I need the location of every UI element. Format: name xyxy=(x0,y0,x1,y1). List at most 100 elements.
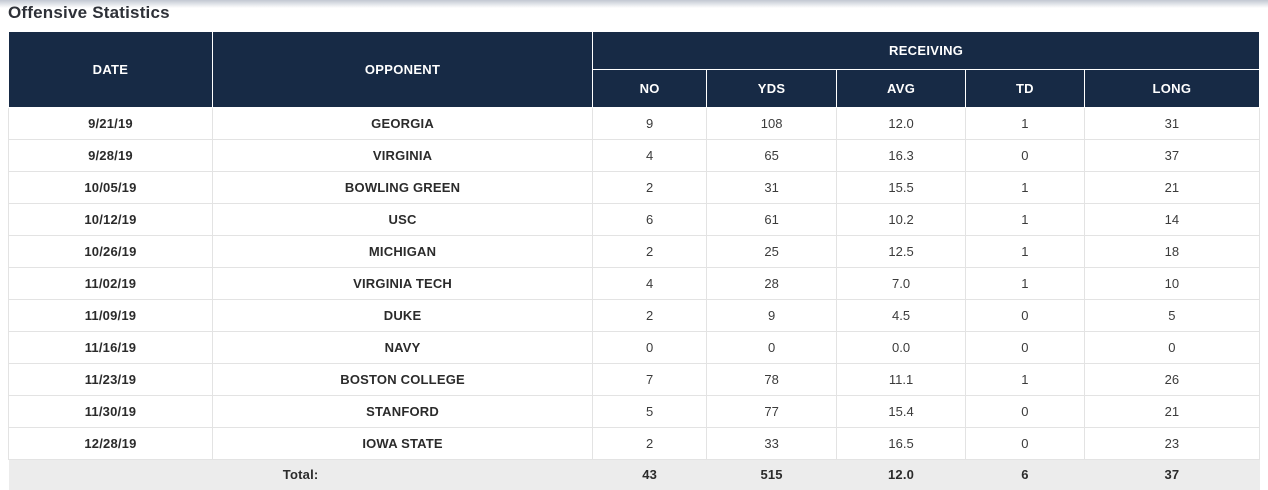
yds-cell: 25 xyxy=(706,235,838,268)
header-group-row: DATE OPPONENT RECEIVING xyxy=(8,31,1260,108)
long-cell: 14 xyxy=(1083,203,1261,236)
page-title: Offensive Statistics xyxy=(8,3,170,22)
table-row: 11/09/19 DUKE 2 9 4.5 0 5 xyxy=(8,299,1261,332)
long-cell: 0 xyxy=(1083,331,1261,364)
no-cell: 7 xyxy=(592,363,708,396)
header-sub-row: NO YDS AVG TD LONG xyxy=(9,69,1261,108)
opponent-cell: GEORGIA xyxy=(211,107,594,140)
total-td: 6 xyxy=(965,459,1085,490)
yds-cell: 108 xyxy=(706,107,838,140)
yds-cell: 77 xyxy=(706,395,838,428)
no-cell: 0 xyxy=(592,331,708,364)
yds-cell: 33 xyxy=(706,427,838,460)
yds-cell: 0 xyxy=(706,331,838,364)
opponent-cell: STANFORD xyxy=(211,395,594,428)
no-cell: 2 xyxy=(592,171,708,204)
avg-cell: 12.5 xyxy=(836,235,966,268)
column-header-td: TD xyxy=(964,69,1085,108)
opponent-cell: MICHIGAN xyxy=(211,235,594,268)
column-group-header-receiving: RECEIVING xyxy=(592,31,1260,70)
td-cell: 1 xyxy=(964,171,1085,204)
table-row: 10/26/19 MICHIGAN 2 25 12.5 1 18 xyxy=(8,235,1261,268)
table-row: 11/02/19 VIRGINIA TECH 4 28 7.0 1 10 xyxy=(8,267,1261,300)
table-row: 9/21/19 GEORGIA 9 108 12.0 1 31 xyxy=(8,107,1261,140)
long-cell: 18 xyxy=(1083,235,1261,268)
td-cell: 0 xyxy=(964,331,1085,364)
avg-cell: 0.0 xyxy=(836,331,966,364)
total-label: Total: xyxy=(8,459,593,490)
no-cell: 2 xyxy=(592,427,708,460)
yds-cell: 61 xyxy=(706,203,838,236)
avg-cell: 4.5 xyxy=(836,299,966,332)
avg-cell: 12.0 xyxy=(836,107,966,140)
td-cell: 0 xyxy=(964,299,1085,332)
date-cell: 11/30/19 xyxy=(8,395,213,428)
long-cell: 26 xyxy=(1083,363,1261,396)
opponent-cell: NAVY xyxy=(211,331,594,364)
date-cell: 11/09/19 xyxy=(8,299,213,332)
date-cell: 11/16/19 xyxy=(8,331,213,364)
opponent-cell: BOSTON COLLEGE xyxy=(211,363,594,396)
table-row: 9/28/19 VIRGINIA 4 65 16.3 0 37 xyxy=(8,139,1261,172)
table-row: 12/28/19 IOWA STATE 2 33 16.5 0 23 xyxy=(8,427,1261,460)
long-cell: 5 xyxy=(1083,299,1261,332)
long-cell: 31 xyxy=(1083,107,1261,140)
no-cell: 9 xyxy=(592,107,708,140)
long-cell: 37 xyxy=(1083,139,1261,172)
table-row: 11/23/19 BOSTON COLLEGE 7 78 11.1 1 26 xyxy=(8,363,1261,396)
opponent-cell: IOWA STATE xyxy=(211,427,594,460)
total-yds: 515 xyxy=(706,459,837,490)
opponent-cell: VIRGINIA TECH xyxy=(211,267,594,300)
total-avg: 12.0 xyxy=(836,459,966,490)
column-header-date: DATE xyxy=(8,31,213,108)
td-cell: 0 xyxy=(964,139,1085,172)
table-footer: Total: 43 515 12.0 6 37 xyxy=(8,459,1260,490)
td-cell: 0 xyxy=(964,395,1085,428)
avg-cell: 7.0 xyxy=(836,267,966,300)
no-cell: 2 xyxy=(592,299,708,332)
opponent-cell: USC xyxy=(211,203,594,236)
table-header: DATE OPPONENT RECEIVING NO YDS AVG TD LO… xyxy=(8,31,1261,108)
column-header-opponent: OPPONENT xyxy=(211,31,594,108)
date-cell: 10/05/19 xyxy=(8,171,213,204)
opponent-cell: DUKE xyxy=(211,299,594,332)
td-cell: 1 xyxy=(964,235,1085,268)
date-cell: 9/21/19 xyxy=(8,107,213,140)
td-cell: 1 xyxy=(964,203,1085,236)
offensive-statistics-table: DATE OPPONENT RECEIVING NO YDS AVG TD LO… xyxy=(8,31,1261,490)
yds-cell: 65 xyxy=(706,139,838,172)
date-cell: 9/28/19 xyxy=(8,139,213,172)
no-cell: 4 xyxy=(592,139,708,172)
no-cell: 5 xyxy=(592,395,708,428)
date-cell: 11/23/19 xyxy=(8,363,213,396)
date-cell: 10/26/19 xyxy=(8,235,213,268)
avg-cell: 10.2 xyxy=(836,203,966,236)
yds-cell: 78 xyxy=(706,363,838,396)
td-cell: 1 xyxy=(964,267,1085,300)
total-no: 43 xyxy=(592,459,707,490)
td-cell: 1 xyxy=(964,107,1085,140)
long-cell: 10 xyxy=(1083,267,1261,300)
date-cell: 10/12/19 xyxy=(8,203,213,236)
avg-cell: 16.3 xyxy=(836,139,966,172)
no-cell: 4 xyxy=(592,267,708,300)
long-cell: 23 xyxy=(1083,427,1261,460)
table-row: 10/05/19 BOWLING GREEN 2 31 15.5 1 21 xyxy=(8,171,1261,204)
opponent-cell: VIRGINIA xyxy=(211,139,594,172)
column-header-long: LONG xyxy=(1083,69,1261,108)
column-header-yds: YDS xyxy=(706,69,838,108)
avg-cell: 15.5 xyxy=(836,171,966,204)
yds-cell: 9 xyxy=(706,299,838,332)
long-cell: 21 xyxy=(1083,171,1261,204)
table-row: 10/12/19 USC 6 61 10.2 1 14 xyxy=(8,203,1261,236)
stats-table-body: 9/21/19 GEORGIA 9 108 12.0 1 31 9/28/19 … xyxy=(8,107,1261,460)
total-long: 37 xyxy=(1084,459,1260,490)
long-cell: 21 xyxy=(1083,395,1261,428)
yds-cell: 31 xyxy=(706,171,838,204)
table-row: 11/30/19 STANFORD 5 77 15.4 0 21 xyxy=(8,395,1261,428)
avg-cell: 11.1 xyxy=(836,363,966,396)
date-cell: 11/02/19 xyxy=(8,267,213,300)
avg-cell: 15.4 xyxy=(836,395,966,428)
total-row: Total: 43 515 12.0 6 37 xyxy=(8,459,1260,490)
